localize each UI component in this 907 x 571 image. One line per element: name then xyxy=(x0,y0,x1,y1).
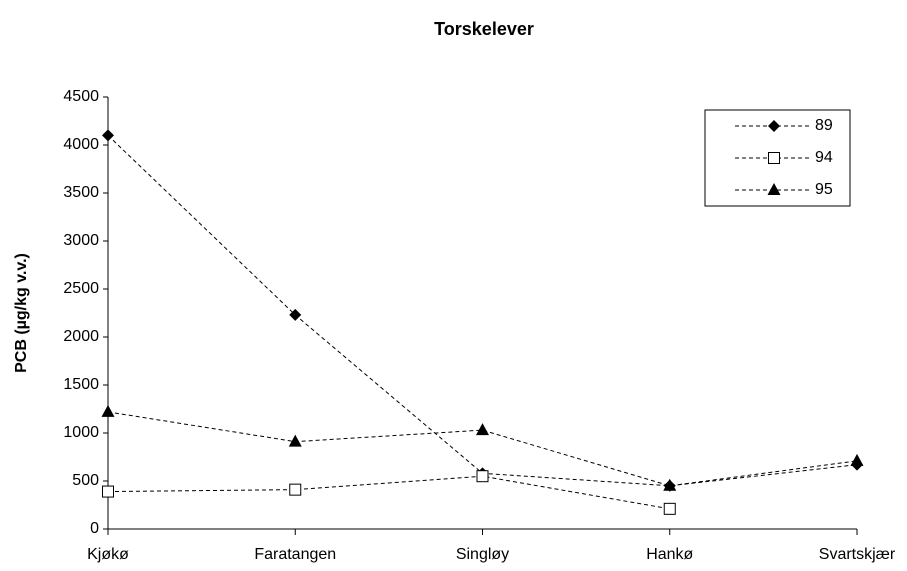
point xyxy=(476,470,489,483)
point xyxy=(289,308,302,321)
legend-label: 94 xyxy=(815,149,833,166)
point xyxy=(102,485,114,498)
series-line xyxy=(107,411,858,487)
y-tick-label: 3500 xyxy=(63,184,99,201)
point xyxy=(476,423,489,436)
legend-marker xyxy=(767,183,781,195)
y-tick-label: 1000 xyxy=(63,424,99,441)
x-tick-label: Faratangen xyxy=(254,546,336,563)
point xyxy=(101,404,115,417)
legend-marker xyxy=(768,120,780,132)
y-tick-label: 3000 xyxy=(63,232,99,249)
point xyxy=(850,453,864,466)
legend-marker xyxy=(768,152,780,164)
x-tick-label: Singløy xyxy=(456,546,509,563)
legend-label: 95 xyxy=(815,181,833,198)
y-tick-label: 2000 xyxy=(63,328,99,345)
x-tick-label: Kjøkø xyxy=(87,546,129,563)
y-tick-label: 500 xyxy=(72,472,99,489)
legend-box xyxy=(704,109,851,207)
point xyxy=(663,502,676,515)
y-tick-label: 4500 xyxy=(63,88,99,105)
chart-title: Torskelever xyxy=(434,19,534,39)
x-tick-label: Svartskjær xyxy=(819,546,896,563)
y-tick-label: 0 xyxy=(90,520,99,537)
point xyxy=(102,129,114,142)
point xyxy=(663,478,677,491)
y-tick-label: 2500 xyxy=(63,280,99,297)
point xyxy=(289,483,302,496)
legend-label: 89 xyxy=(815,117,833,134)
y-axis-label: PCB (µg/kg v.v.) xyxy=(13,253,30,373)
point xyxy=(288,434,302,447)
y-tick-label: 4000 xyxy=(63,136,99,153)
x-tick-label: Hankø xyxy=(646,546,693,563)
series-line xyxy=(107,475,670,510)
y-tick-label: 1500 xyxy=(63,376,99,393)
